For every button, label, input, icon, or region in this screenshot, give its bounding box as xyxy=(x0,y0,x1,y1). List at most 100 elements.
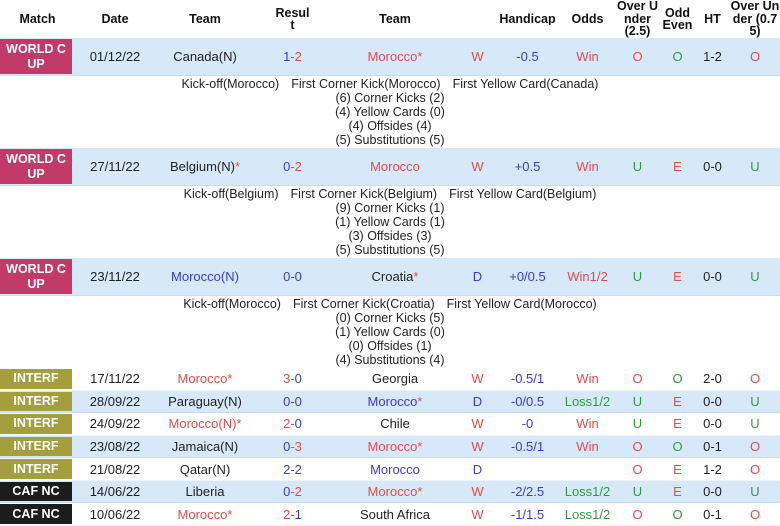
match-row[interactable]: WORLD CUP 01/12/22 Canada(N) 1-2 Morocco* W -0… xyxy=(0,38,780,76)
col-header-odds: Odds xyxy=(571,12,604,26)
score-dash: - xyxy=(290,461,295,477)
match-row[interactable]: INTERF 24/09/22 Morocco(N)* 2-0 Chile W -0 Win U… xyxy=(0,413,780,436)
odd-even-cell: E xyxy=(673,393,682,409)
score-cell: 0-0 xyxy=(255,269,330,284)
home-score: 0 xyxy=(283,438,291,454)
stat-line: (5) Substitutions (5) xyxy=(335,243,445,257)
over-under-25-cell: O xyxy=(632,371,643,387)
away-team-cell: Georgia xyxy=(330,371,460,386)
competition-badge: WORLD CUP xyxy=(0,259,72,294)
odds-cell: Loss1/2 xyxy=(564,506,611,522)
score-cell: 0-0 xyxy=(255,394,330,409)
stat-line: (3) Offsides (3) xyxy=(348,229,432,243)
date-cell: 23/11/22 xyxy=(90,269,140,284)
team-name: Liberia xyxy=(185,484,225,500)
home-score: 0 xyxy=(283,393,291,409)
odd-even-cell: E xyxy=(673,416,682,432)
competition-badge: INTERF xyxy=(0,436,72,457)
away-score: 0 xyxy=(294,371,302,387)
home-team-cell: Qatar(N) xyxy=(155,462,255,477)
competition-badge: CAF NC xyxy=(0,481,72,502)
odd-even-cell: E xyxy=(673,484,682,500)
over-under-25-cell: U xyxy=(632,393,643,409)
over-under-075-cell: U xyxy=(750,393,760,409)
team-name: Canada(N) xyxy=(173,49,237,64)
over-under-075-cell: U xyxy=(750,269,760,284)
home-score: 2 xyxy=(283,416,291,432)
handicap-cell: -0.5/1 xyxy=(510,438,545,454)
away-score: 1 xyxy=(294,506,302,522)
match-row[interactable]: INTERF 28/09/22 Paraguay(N) 0-0 Morocco* D -0/… xyxy=(0,390,780,414)
first-corner-label: First Corner Kick(Croatia) xyxy=(292,297,435,311)
team-name: Paraguay(N) xyxy=(168,393,242,409)
over-under-25-cell: U xyxy=(632,159,643,174)
result-cell: W xyxy=(471,484,484,500)
competition-badge: INTERF xyxy=(0,391,72,412)
ht-cell: 0-0 xyxy=(703,269,722,284)
score-dash: - xyxy=(290,371,295,387)
over-under-25-cell: U xyxy=(632,484,643,500)
match-row[interactable]: CAF NC 14/06/22 Liberia 0-2 Morocco* W -2/2.5 L… xyxy=(0,480,780,504)
score-cell: 3-0 xyxy=(255,371,330,386)
first-yellow-label: First Yellow Card(Canada) xyxy=(452,77,599,91)
ht-cell: 1-2 xyxy=(703,461,722,477)
match-row[interactable]: INTERF 17/11/22 Morocco* 3-0 Georgia W -0.5/1 W… xyxy=(0,368,780,391)
result-cell: D xyxy=(472,461,483,477)
over-under-075-cell: O xyxy=(749,461,761,477)
match-detail-row: Kick-off(Morocco) First Corner Kick(Moroc… xyxy=(0,76,780,148)
handicap-cell: +0.5 xyxy=(514,159,541,174)
home-team-cell: Paraguay(N) xyxy=(155,394,255,409)
away-team-cell: Chile xyxy=(330,416,460,431)
stat-line: (1) Yellow Cards (0) xyxy=(335,325,445,339)
over-under-075-cell: U xyxy=(750,159,760,174)
result-cell: W xyxy=(471,159,484,174)
away-score: 2 xyxy=(294,159,302,174)
table-body: WORLD CUP 01/12/22 Canada(N) 1-2 Morocco* W -0… xyxy=(0,38,780,526)
team-name: Morocco xyxy=(370,159,420,174)
competition-cell: INTERF xyxy=(0,436,75,458)
away-team-cell: Morocco* xyxy=(330,394,460,409)
team-name: Croatia xyxy=(371,269,414,284)
ht-cell: 0-1 xyxy=(703,438,722,454)
first-corner-label: First Corner Kick(Morocco) xyxy=(291,77,441,91)
handicap-cell: -1/1.5 xyxy=(510,506,545,522)
team-name: Morocco xyxy=(367,484,418,500)
date-cell: 27/11/22 xyxy=(90,159,140,174)
competition-cell: INTERF xyxy=(0,391,75,413)
match-row[interactable]: WORLD CUP 23/11/22 Morocco(N) 0-0 Croatia* D +… xyxy=(0,258,780,296)
ht-cell: 0-0 xyxy=(703,416,722,432)
home-score: 0 xyxy=(283,159,291,174)
kickoff-label: Kick-off(Morocco) xyxy=(181,77,280,91)
ht-cell: 0-0 xyxy=(703,484,722,500)
star-marker: * xyxy=(417,484,423,500)
odd-even-cell: O xyxy=(672,506,683,522)
competition-badge: INTERF xyxy=(0,414,72,434)
team-name: South Africa xyxy=(359,506,431,522)
match-row[interactable]: INTERF 21/08/22 Qatar(N) 2-2 Morocco D O E 1-2 O xyxy=(0,458,780,481)
ht-cell: 0-0 xyxy=(703,159,722,174)
team-name: Morocco xyxy=(367,393,418,409)
col-header-result: Result xyxy=(275,6,310,32)
away-score: 2 xyxy=(294,49,302,64)
team-name: Jamaica(N) xyxy=(171,438,239,454)
date-cell: 10/06/22 xyxy=(89,506,141,522)
star-marker: * xyxy=(417,438,423,454)
col-header-over-under-075: Over Under (0.75) xyxy=(730,0,780,38)
odds-cell: Loss1/2 xyxy=(564,393,611,409)
odds-cell: Win xyxy=(576,438,599,454)
over-under-075-cell: U xyxy=(750,416,760,432)
result-cell: W xyxy=(471,438,484,454)
home-score: 2 xyxy=(283,461,291,477)
team-name: Chile xyxy=(380,416,410,432)
team-name: Morocco xyxy=(370,461,420,477)
score-dash: - xyxy=(290,438,295,454)
match-row[interactable]: WORLD CUP 27/11/22 Belgium(N)* 0-2 Morocco W +… xyxy=(0,148,780,186)
match-row[interactable]: CAF NC 10/06/22 Morocco* 2-1 South Africa W -1… xyxy=(0,503,780,526)
score-dash: - xyxy=(290,159,295,174)
stat-line: (0) Offsides (1) xyxy=(348,339,432,353)
odds-cell: Loss1/2 xyxy=(564,484,611,500)
match-row[interactable]: INTERF 23/08/22 Jamaica(N) 0-3 Morocco* W -0.5… xyxy=(0,435,780,459)
competition-badge: CAF NC xyxy=(0,504,72,524)
away-score: 2 xyxy=(294,461,302,477)
